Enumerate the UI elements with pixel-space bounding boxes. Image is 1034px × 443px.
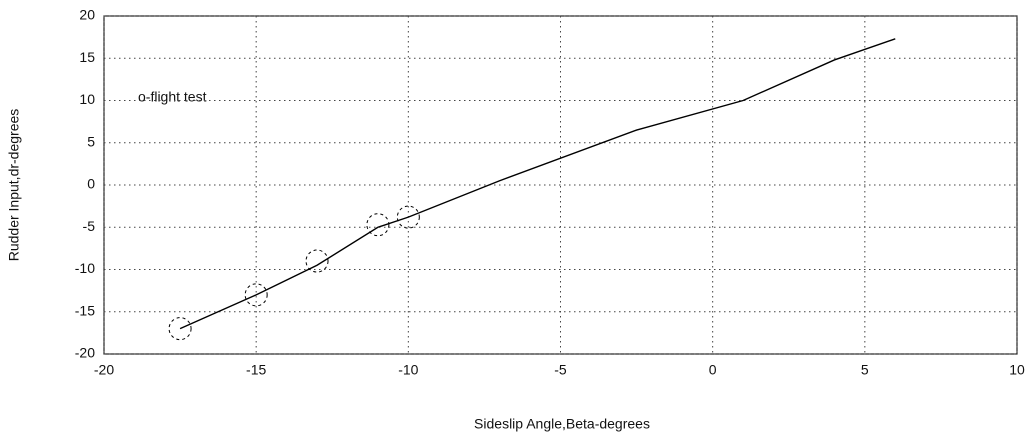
y-tick-label: 15 [79, 49, 95, 65]
y-tick-label: 10 [79, 91, 95, 107]
y-tick-label: -15 [75, 302, 95, 318]
flight-test-point [305, 249, 329, 273]
x-tick-label: 10 [1009, 362, 1025, 378]
y-tick-label: 5 [87, 133, 95, 149]
y-tick-label: -20 [75, 345, 95, 361]
flight-test-point [396, 205, 420, 229]
x-tick-label: -15 [246, 362, 266, 378]
x-tick-label: 0 [709, 362, 717, 378]
flight-test-point [168, 317, 192, 341]
x-tick-label: -10 [398, 362, 418, 378]
y-tick-label: 20 [79, 7, 95, 23]
annotation: o-flight test [138, 89, 207, 105]
flight-test-point [366, 213, 390, 237]
x-tick-label: 5 [861, 362, 869, 378]
x-axis-label: Sideslip Angle,Beta-degrees [474, 416, 650, 432]
y-tick-label: -5 [83, 218, 96, 234]
y-tick-label: 0 [87, 176, 95, 192]
y-tick-label: -10 [75, 260, 95, 276]
x-tick-label: -5 [554, 362, 567, 378]
flight-test-point [244, 283, 268, 307]
data-line [179, 38, 896, 330]
x-tick-label: -20 [94, 362, 114, 378]
y-axis-label: Rudder Input,dr-degrees [6, 109, 22, 262]
